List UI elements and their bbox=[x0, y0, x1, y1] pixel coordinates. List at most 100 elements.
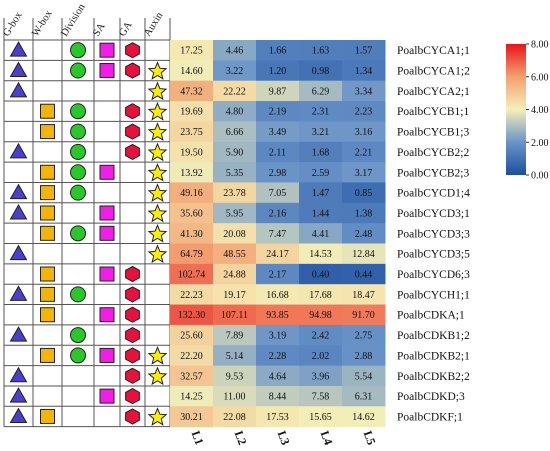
auxin-marker bbox=[147, 203, 168, 223]
heatmap-cell bbox=[213, 80, 257, 102]
colorbar-tick-label: 6.00 bbox=[531, 72, 549, 83]
cell-value: 22.22 bbox=[223, 86, 246, 97]
g-box-marker bbox=[9, 81, 28, 98]
w-box-marker bbox=[40, 124, 55, 140]
heatmap-cell bbox=[213, 304, 257, 326]
w-box-marker bbox=[40, 225, 55, 241]
auxin-marker bbox=[147, 407, 168, 426]
heatmap-cell bbox=[342, 60, 386, 82]
cell-value: 3.17 bbox=[355, 168, 373, 179]
heatmap-cell bbox=[170, 385, 214, 407]
cell-value: 19.69 bbox=[180, 107, 203, 118]
gene-label: PoalbCYCB2;3 bbox=[397, 167, 469, 179]
heatmap-cell bbox=[299, 121, 343, 143]
ga-marker bbox=[125, 347, 140, 364]
division-marker bbox=[70, 42, 86, 59]
heatmap-cell bbox=[170, 202, 214, 224]
cell-value: 22.08 bbox=[223, 412, 246, 423]
heatmap-cell bbox=[256, 243, 300, 265]
heatmap-cell bbox=[170, 304, 214, 326]
cell-value: 18.47 bbox=[352, 290, 375, 301]
ga-marker bbox=[125, 367, 140, 384]
element-header: Auxin bbox=[142, 10, 166, 39]
gene-label: PoalbCYCD3;1 bbox=[397, 208, 470, 220]
auxin-marker bbox=[147, 223, 168, 243]
heatmap-cell bbox=[170, 365, 214, 387]
cell-value: 14.60 bbox=[180, 66, 203, 77]
heatmap-cell bbox=[213, 223, 257, 244]
cell-value: 25.60 bbox=[180, 331, 203, 342]
heatmap-cell bbox=[299, 365, 343, 387]
g-box-marker bbox=[9, 407, 28, 423]
cell-value: 3.96 bbox=[312, 371, 330, 382]
heatmap-cell bbox=[299, 324, 343, 346]
cell-value: 6.29 bbox=[312, 86, 330, 97]
column-label: L1 bbox=[189, 429, 207, 447]
heatmap-cell bbox=[170, 243, 214, 265]
heatmap-cell bbox=[299, 80, 343, 102]
cell-value: 24.17 bbox=[266, 249, 289, 260]
cell-value: 13.92 bbox=[180, 168, 203, 179]
ga-marker bbox=[125, 62, 140, 79]
cell-value: 30.21 bbox=[180, 412, 203, 423]
auxin-marker bbox=[147, 183, 168, 202]
cell-value: 23.75 bbox=[180, 127, 203, 138]
w-box-marker bbox=[40, 266, 55, 282]
cell-value: 32.57 bbox=[180, 371, 203, 382]
heatmap-cell bbox=[342, 40, 386, 61]
heatmap-cell bbox=[256, 284, 300, 306]
sa-marker bbox=[99, 164, 115, 180]
heatmap-cell bbox=[170, 263, 214, 285]
heatmap-cell bbox=[256, 141, 300, 163]
auxin-marker bbox=[147, 122, 168, 141]
cell-value: 1.63 bbox=[312, 46, 330, 57]
heatmap-cell bbox=[213, 284, 257, 306]
heatmap-cell bbox=[256, 80, 300, 102]
auxin-marker bbox=[147, 244, 168, 264]
heatmap-cell bbox=[213, 162, 257, 183]
heatmap-cell bbox=[256, 182, 300, 204]
g-box-marker bbox=[9, 326, 28, 342]
cell-value: 132.30 bbox=[178, 310, 206, 321]
division-marker bbox=[70, 184, 86, 201]
cell-value: 102.74 bbox=[178, 270, 206, 281]
cell-value: 7.58 bbox=[312, 392, 330, 403]
column-labels: L1 L2 L3 L4 L5 bbox=[189, 429, 379, 447]
heatmap-cell bbox=[170, 60, 214, 82]
heatmap-cell bbox=[170, 141, 214, 163]
heatmap-cell bbox=[256, 40, 300, 61]
column-label: L4 bbox=[318, 429, 336, 447]
cell-value: 2.23 bbox=[355, 107, 373, 118]
ga-marker bbox=[125, 265, 140, 283]
cell-value: 1.38 bbox=[355, 208, 373, 219]
cell-value: 22.20 bbox=[180, 351, 203, 362]
heatmap-cell bbox=[213, 263, 257, 285]
sa-marker bbox=[99, 347, 115, 363]
gene-label: PoalbCYCA1;2 bbox=[397, 66, 470, 78]
division-marker bbox=[70, 347, 86, 364]
cell-value: 64.79 bbox=[180, 249, 203, 260]
cell-value: 107.11 bbox=[221, 310, 248, 321]
heatmap-cell bbox=[213, 182, 257, 204]
heatmap-cell bbox=[213, 60, 257, 82]
heatmap-cell bbox=[299, 223, 343, 244]
gene-label: PoalbCYCD1;4 bbox=[397, 188, 470, 200]
cell-value: 2.98 bbox=[269, 168, 287, 179]
ga-marker bbox=[125, 103, 140, 120]
element-header: W-box bbox=[30, 8, 55, 39]
g-box-marker bbox=[9, 41, 28, 57]
cell-value: 47.32 bbox=[180, 86, 203, 97]
gene-label: PoalbCYCA1;1 bbox=[397, 45, 470, 57]
sa-marker bbox=[99, 63, 115, 79]
w-box-marker bbox=[40, 408, 55, 424]
heatmap-cell bbox=[256, 385, 300, 407]
cell-value: 5.95 bbox=[226, 208, 244, 219]
cell-value: 2.21 bbox=[355, 147, 373, 158]
heatmap-cell bbox=[299, 141, 343, 163]
cell-value: 1.57 bbox=[355, 46, 373, 57]
cell-value: 14.25 bbox=[180, 392, 203, 403]
division-marker bbox=[70, 103, 86, 120]
cell-value: 93.85 bbox=[266, 310, 289, 321]
cell-value: 7.05 bbox=[269, 188, 287, 199]
colorbar-tick-label: 2.00 bbox=[531, 138, 549, 149]
